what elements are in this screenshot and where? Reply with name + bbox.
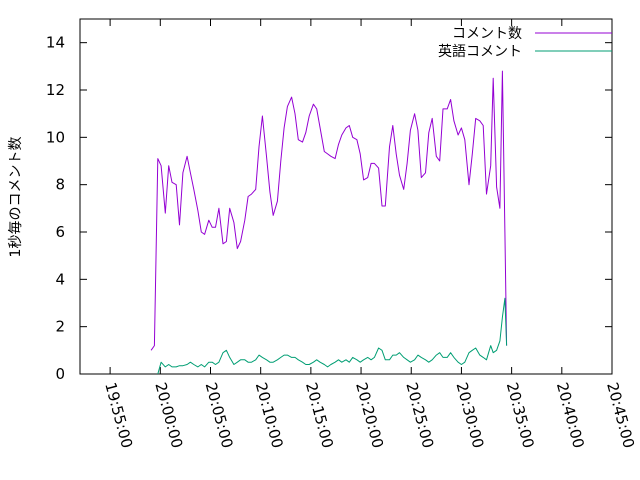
- y-tick-label: 0: [55, 365, 65, 383]
- series-line-1: [150, 70, 508, 351]
- y-axis-label: 1秒毎のコメント数: [8, 137, 24, 258]
- x-tick-label: 20:10:00: [252, 380, 287, 450]
- x-axis: 19:55:00 20:00:00 20:05:00 20:10:00 20:15:00…: [101, 19, 638, 450]
- x-tick-label: 20:05:00: [202, 380, 237, 450]
- plot-frame: [79, 18, 613, 375]
- x-tick-label: 20:20:00: [352, 380, 387, 450]
- x-tick-label: 20:35:00: [503, 380, 538, 450]
- series-layer: [150, 70, 508, 375]
- plot-border: [79, 18, 613, 375]
- y-tick-label: 14: [46, 34, 65, 52]
- x-tick-label: 20:00:00: [151, 380, 186, 450]
- x-tick-label: 20:25:00: [402, 380, 437, 450]
- y-tick-label: 2: [55, 318, 65, 336]
- y-tick-label: 8: [55, 176, 65, 194]
- y-tick-label: 12: [46, 81, 65, 99]
- y-tick-label: 4: [55, 270, 65, 288]
- series-line-2: [157, 297, 508, 375]
- legend-label-1: コメント数: [452, 26, 522, 42]
- x-tick-label: 20:30:00: [453, 380, 488, 450]
- y-tick-label: 6: [55, 223, 65, 241]
- y-axis: 0 2 4 6 8 10 12 14: [46, 34, 612, 383]
- x-tick-label: 20:40:00: [553, 380, 588, 450]
- x-tick-label: 20:15:00: [302, 380, 337, 450]
- legend-label-2: 英語コメント: [438, 43, 522, 60]
- y-tick-label: 10: [46, 128, 65, 146]
- x-tick-label: 20:45:00: [603, 380, 638, 450]
- x-tick-label: 19:55:00: [101, 380, 136, 450]
